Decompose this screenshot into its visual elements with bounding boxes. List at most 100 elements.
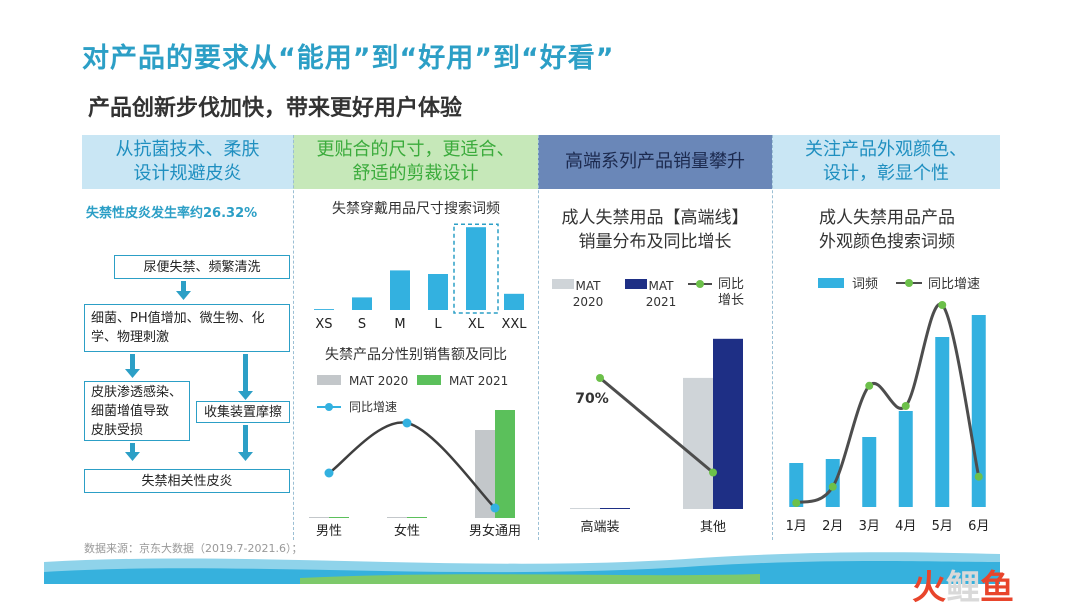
month-tick-label: 4月 — [895, 519, 916, 534]
size-bar-l — [428, 274, 448, 310]
growth-point — [938, 301, 947, 309]
page-title: 对产品的要求从“能用”到“好用”到“好看” — [82, 43, 615, 74]
premium-bar-mat2021 — [600, 508, 630, 509]
month-tick-label: 3月 — [859, 519, 880, 534]
legend-label: MAT 2020 — [573, 279, 604, 309]
page-subtitle: 产品创新步伐加快，带来更好用户体验 — [88, 96, 463, 121]
size-search-chart: 失禁穿戴用品尺寸搜索词频 XS S M L XL XXL — [314, 200, 527, 332]
legend-label: 同比增速 — [349, 400, 397, 414]
sales-bar-mat2021 — [495, 410, 515, 518]
watermark-logo: 火鲤鱼 — [912, 568, 1014, 608]
premium-tick-label: 其他 — [700, 520, 726, 535]
growth-point — [792, 498, 801, 507]
panel-header-label: 关注产品外观颜色、 设计，彰显个性 — [805, 139, 967, 184]
panel-header-label: 从抗菌技术、柔肤 设计规避皮炎 — [115, 139, 260, 184]
sales-bar-mat2021 — [329, 517, 349, 518]
premium-bar-mat2020 — [570, 508, 600, 509]
legend-marker — [696, 280, 704, 288]
chart-title: 失禁产品分性别销售额及同比 — [325, 347, 507, 363]
legend-label: 词频 — [852, 277, 878, 292]
panel-header-premium: 高端系列产品销量攀升 — [538, 135, 772, 189]
appearance-bar — [898, 411, 913, 507]
sales-bar-mat2020 — [475, 430, 495, 518]
decorative-wave — [44, 552, 1000, 584]
growth-point — [901, 402, 910, 410]
size-tick-label: S — [358, 317, 366, 332]
growth-point — [596, 374, 604, 382]
yoy-point — [490, 503, 500, 513]
legend-marker — [905, 279, 913, 287]
growth-line — [795, 302, 981, 505]
legend-marker — [325, 403, 333, 411]
gender-tick-label: 男女通用 — [469, 523, 521, 539]
legend-swatch — [818, 278, 844, 288]
panel-divider — [293, 135, 294, 540]
flow-arrows — [125, 281, 253, 461]
size-tick-label: XL — [468, 317, 485, 332]
growth-point — [974, 472, 983, 481]
skin-rate-text: 失禁性皮炎发生率约26.32% — [86, 206, 258, 221]
legend-label: 同比增长 — [718, 277, 744, 308]
legend-label: 同比增速 — [928, 277, 980, 292]
panel-header-skin: 从抗菌技术、柔肤 设计规避皮炎 — [82, 135, 293, 189]
flow-step-dermatitis: 失禁相关性皮炎 — [84, 469, 290, 493]
yoy-point — [324, 468, 334, 478]
legend-label: MAT 2021 — [449, 374, 508, 388]
gender-sales-chart: 失禁产品分性别销售额及同比 MAT 2020 MAT 2021 同比增速 男性 女性 男… — [309, 347, 521, 539]
growth-annotation: 70% — [575, 391, 609, 407]
legend-swatch — [317, 375, 341, 385]
chart-title-text: 成人失禁用品【高端线】销量分布及同比增长 — [562, 208, 749, 252]
yoy-line — [328, 421, 496, 509]
appearance-bar — [935, 337, 950, 507]
panel-header-label: 更贴合的尺寸，更适合、 舒适的剪裁设计 — [316, 139, 515, 184]
growth-point — [865, 381, 874, 390]
flow-step-skin-damage: 皮肤渗透感染、 细菌增值导致 皮肤受损 — [84, 381, 190, 441]
panel-header-appearance: 关注产品外观颜色、 设计，彰显个性 — [772, 135, 1000, 189]
growth-point — [709, 468, 717, 477]
size-bar-xs — [314, 309, 334, 310]
growth-point — [828, 482, 837, 491]
size-bar-xxl — [504, 293, 524, 310]
gender-tick-label: 女性 — [394, 523, 420, 539]
legend-swatch — [552, 279, 574, 289]
panel-header-label: 高端系列产品销量攀升 — [565, 151, 745, 172]
panel-divider — [772, 135, 773, 540]
size-tick-label: M — [394, 317, 405, 332]
sales-bar-mat2021 — [407, 517, 427, 518]
appearance-bar — [862, 437, 877, 507]
premium-tick-label: 高端装 — [580, 519, 619, 535]
appearance-search-chart: 词频 同比增速 1月 2月 3月 4月 5月 6月 成人失禁用品产品外观颜色搜索词频 — [786, 208, 990, 534]
sales-bar-mat2020 — [309, 517, 329, 518]
data-source-note: 数据来源：京东大数据（2019.7-2021.6）； — [84, 542, 303, 555]
premium-bar-mat2020 — [683, 377, 713, 509]
flow-step-friction: 收集装置摩擦 — [196, 401, 290, 423]
chart-title-text: 成人失禁用品产品外观颜色搜索词频 — [819, 208, 955, 252]
premium-bar-mat2021 — [713, 338, 743, 509]
panel-header-fit: 更贴合的尺寸，更适合、 舒适的剪裁设计 — [293, 135, 538, 189]
panel-divider — [538, 135, 539, 540]
size-tick-label: XS — [315, 317, 332, 332]
size-bar-xl — [466, 227, 486, 310]
size-tick-label: XXL — [501, 317, 527, 332]
month-tick-label: 5月 — [932, 519, 953, 534]
chart-title: 失禁穿戴用品尺寸搜索词频 — [332, 200, 500, 217]
size-bar-m — [390, 270, 410, 310]
legend-swatch — [417, 375, 441, 385]
appearance-bar — [789, 463, 804, 507]
legend-label: MAT 2020 — [349, 374, 408, 388]
month-tick-label: 2月 — [822, 519, 843, 534]
size-tick-label: L — [434, 317, 442, 332]
highlight-box — [453, 223, 499, 314]
month-tick-label: 6月 — [968, 519, 989, 534]
size-bar-s — [352, 297, 372, 310]
gender-tick-label: 男性 — [316, 524, 342, 539]
growth-line — [599, 376, 714, 474]
flow-step-bacteria: 细菌、PH值增加、微生物、化 学、物理刺激 — [84, 304, 290, 352]
yoy-point — [402, 418, 412, 428]
sales-bar-mat2020 — [387, 517, 407, 518]
flow-step-incontinence: 尿便失禁、频繁清洗 — [114, 255, 290, 279]
premium-sales-chart: MAT 2020 MAT 2021 同比增长 70% 高端装 其他 成人失禁用品【高端线】… — [552, 208, 749, 535]
legend-swatch — [625, 279, 647, 289]
legend-label: MAT 2021 — [646, 279, 677, 309]
month-tick-label: 1月 — [786, 519, 807, 534]
